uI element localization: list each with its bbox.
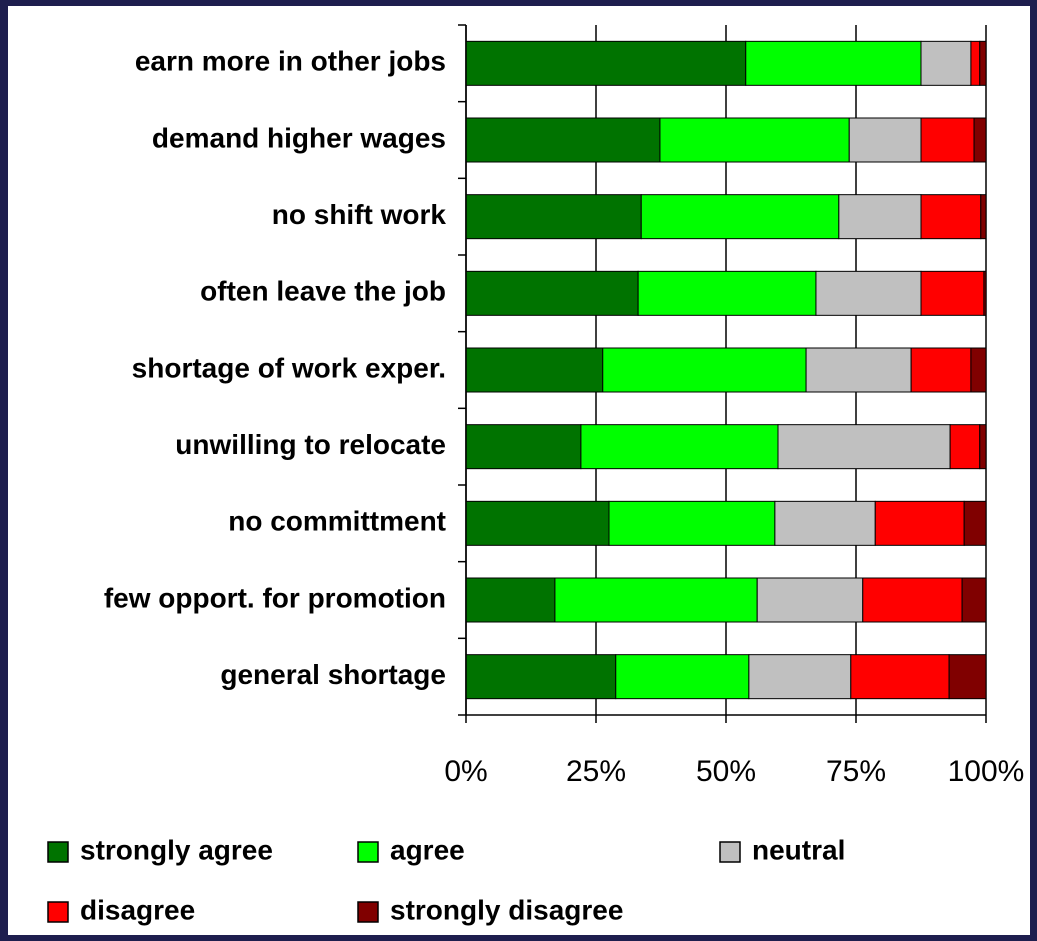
bar-segment (979, 424, 987, 470)
legend-swatch (47, 901, 69, 923)
bar-segment (777, 424, 951, 470)
legend-label: agree (390, 834, 465, 865)
bar-segment (970, 40, 981, 86)
bar-segment (774, 500, 876, 546)
bar-segment (979, 40, 987, 86)
bar-segment (465, 577, 556, 623)
bar-segment (640, 194, 840, 240)
bar-segment (862, 577, 963, 623)
bar-segment (973, 117, 987, 163)
x-tick-label: 100% (948, 755, 1025, 788)
bar-segment (963, 500, 987, 546)
bar-segment (465, 424, 582, 470)
y-tick-label: unwilling to relocate (175, 429, 446, 460)
bar-segment (745, 40, 922, 86)
bar-segment (608, 500, 776, 546)
bar-segment (920, 270, 985, 316)
bar-segment (465, 270, 639, 316)
bar-segment (949, 424, 981, 470)
y-tick-label: earn more in other jobs (135, 46, 446, 77)
bar-segment (756, 577, 864, 623)
bar-segment (920, 40, 972, 86)
bar-segment (920, 194, 982, 240)
bar-segment (983, 270, 987, 316)
bar-segment (920, 117, 975, 163)
bar-segment (465, 117, 661, 163)
bar-segment (465, 194, 642, 240)
legend-swatch (357, 901, 379, 923)
legend-swatch (357, 841, 379, 863)
legend-label: strongly agree (80, 834, 273, 865)
legend-label: disagree (80, 894, 195, 925)
bar-segment (465, 500, 610, 546)
y-tick-label: no shift work (272, 199, 447, 230)
x-tick-label: 50% (696, 755, 756, 788)
bar-segment (961, 577, 987, 623)
bar-segment (948, 654, 987, 700)
y-tick-label: few opport. for promotion (104, 582, 446, 613)
bar-segment (874, 500, 965, 546)
bar-segment (805, 347, 912, 393)
bar-segment (602, 347, 807, 393)
bar-segment (465, 40, 747, 86)
bar-segment (848, 117, 922, 163)
bar-segment (815, 270, 922, 316)
bar-segment (659, 117, 850, 163)
bar-segment (838, 194, 922, 240)
bar-segment (970, 347, 987, 393)
y-tick-label: shortage of work exper. (132, 352, 446, 383)
y-tick-label: often leave the job (200, 276, 446, 307)
x-tick-label: 0% (444, 755, 487, 788)
legend-label: strongly disagree (390, 894, 623, 925)
legend-swatch (719, 841, 741, 863)
bar-segment (465, 654, 617, 700)
legend-swatch (47, 841, 69, 863)
y-tick-label: general shortage (220, 659, 446, 690)
bar-segment (850, 654, 950, 700)
x-tick-label: 75% (826, 755, 886, 788)
bar-segment (554, 577, 758, 623)
bar-segment (465, 347, 604, 393)
x-tick-label: 25% (566, 755, 626, 788)
y-tick-label: demand higher wages (152, 122, 446, 153)
y-tick-label: no committment (228, 506, 446, 537)
bar-segment (580, 424, 779, 470)
bar-segment (615, 654, 750, 700)
bar-segment (637, 270, 817, 316)
bar-segment (980, 194, 987, 240)
bar-segment (910, 347, 972, 393)
bar-segment (748, 654, 852, 700)
legend-label: neutral (752, 834, 845, 865)
